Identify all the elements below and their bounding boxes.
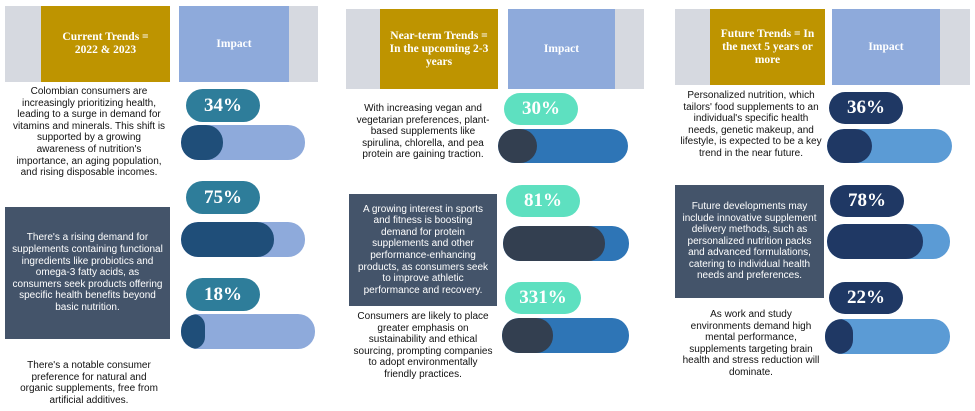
impact-bar-fill — [827, 224, 923, 259]
impact-bar-fill — [827, 129, 872, 163]
impact-bar — [827, 129, 952, 163]
impact-value-pill: 36% — [829, 92, 903, 124]
trend-text: There's a notable consumer preference fo… — [20, 360, 158, 406]
impact-header: Impact — [179, 6, 289, 82]
header-bg-left — [346, 9, 380, 89]
header-bg-left — [5, 6, 41, 82]
impact-value-pill: 78% — [830, 185, 904, 217]
header-bg-right — [940, 9, 970, 85]
impact-bar-fill — [498, 129, 537, 163]
trend-text: Personalized nutrition, which tailors' f… — [680, 90, 822, 159]
impact-value-pill: 331% — [505, 282, 581, 314]
header-bg-right — [289, 6, 318, 82]
impact-bar — [498, 129, 628, 163]
impact-bar — [827, 224, 950, 259]
impact-value-pill: 18% — [186, 278, 260, 311]
trend-text: With increasing vegan and vegetarian pre… — [356, 103, 490, 161]
trend-text: Consumers are likely to place greater em… — [353, 311, 493, 380]
impact-bar — [181, 222, 305, 257]
header-bg-left — [675, 9, 710, 85]
impact-bar — [181, 125, 305, 160]
impact-value-pill: 34% — [186, 89, 260, 122]
impact-value-pill: 30% — [504, 93, 578, 125]
future-trends-header: Future Trends = In the next 5 years or m… — [710, 9, 825, 85]
impact-bar — [181, 314, 315, 349]
impact-bar-fill — [181, 125, 224, 160]
impact-bar — [825, 319, 950, 354]
header-bg-right — [615, 9, 644, 89]
impact-value-pill: 75% — [186, 181, 260, 214]
impact-value-pill: 81% — [506, 185, 580, 217]
impact-bar-fill — [503, 226, 606, 261]
impact-bar — [503, 226, 629, 261]
impact-bar-fill — [502, 318, 553, 353]
trend-text-highlight: There's a rising demand for supplements … — [5, 207, 170, 339]
impact-bar — [502, 318, 629, 353]
impact-bar-fill — [181, 222, 274, 257]
near-term-trends-header: Near-term Trends = In the upcoming 2-3 y… — [380, 9, 498, 89]
impact-value-pill: 22% — [829, 282, 903, 314]
current-trends-header: Current Trends = 2022 & 2023 — [41, 6, 170, 82]
trend-text-highlight: A growing interest in sports and fitness… — [349, 194, 497, 306]
trend-text-highlight: Future developments may include innovati… — [675, 185, 824, 298]
impact-bar-fill — [181, 314, 206, 349]
trend-text: Colombian consumers are increasingly pri… — [12, 86, 166, 179]
trend-text: As work and study environments demand hi… — [682, 309, 820, 378]
impact-header: Impact — [832, 9, 940, 85]
impact-bar-fill — [825, 319, 853, 354]
impact-header: Impact — [508, 9, 615, 89]
